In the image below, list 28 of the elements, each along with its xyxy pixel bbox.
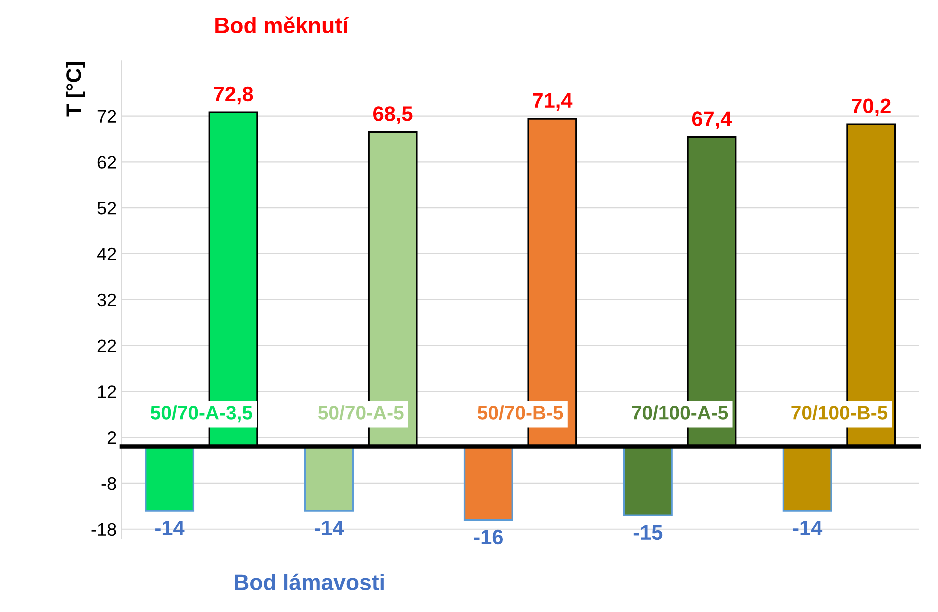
text: Bod lámavosti [235,574,384,590]
x-tick-label: 50/70-A-5 [318,406,404,420]
y-tick-label: 2 [108,432,116,444]
x-tick-label: 70/100-A-5 [632,406,728,420]
data-label: -14 [793,520,823,536]
data-label: 71,4 [533,93,573,112]
data-label: 68,5 [374,106,413,124]
y-tick-label: -8 [102,477,116,490]
data-label: 67,4 [692,112,732,130]
data-label: -14 [315,520,344,536]
text: Bod měknutí [216,16,350,34]
data-label: -15 [634,526,663,540]
data-label: 72,8 [214,86,254,105]
data-label: -14 [156,520,185,536]
y-tick-label: 52 [98,202,116,215]
y-tick-label: 72 [98,110,116,123]
x-tick-label: 50/70-A-3,5 [150,406,252,423]
y-tick-label: 62 [98,156,116,169]
y-tick-label: 42 [97,248,116,261]
x-tick-label: 70/100-B-5 [792,406,888,420]
y-tick-label: 12 [98,386,116,398]
y-tick-label: 22 [98,340,116,352]
y-tick-label: -18 [92,523,116,536]
data-label: -16 [474,530,503,545]
y-tick-label: 32 [98,294,116,307]
x-tick-label: 50/70-B-5 [478,406,564,420]
data-label: 70,2 [852,98,891,117]
y-axis-title: T [°C] [66,62,86,117]
